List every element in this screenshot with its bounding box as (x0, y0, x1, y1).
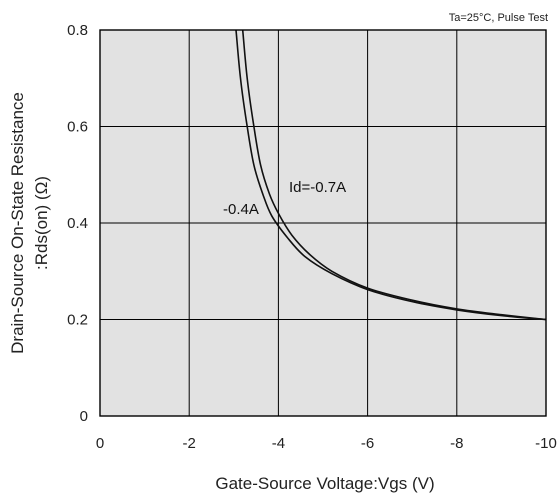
y-tick-label: 0.4 (67, 215, 88, 232)
x-tick-label: -2 (183, 435, 196, 452)
y-tick-label: 0 (80, 408, 88, 425)
y-axis-label-line1: Drain-Source On-State Resistance (8, 92, 27, 354)
test-condition-note: Ta=25°C, Pulse Test (449, 12, 548, 24)
x-tick-labels: 0 -2 -4 -6 -8 -10 (96, 435, 557, 452)
annotation-id-0.4a: -0.4A (223, 201, 259, 218)
series-line-id-0.7a (241, 29, 547, 321)
x-tick-label: -8 (450, 435, 463, 452)
x-tick-label: -10 (535, 435, 557, 452)
x-tick-label: -6 (361, 435, 374, 452)
y-tick-labels: 0 0.2 0.4 0.6 0.8 (67, 22, 88, 425)
series-line-id-0.4a (235, 29, 547, 321)
grid-lines (100, 30, 546, 416)
x-tick-label: -4 (272, 435, 285, 452)
y-axis-label-line2: :Rds(on) (Ω) (32, 176, 51, 270)
x-axis-label: Gate-Source Voltage:Vgs (V) (215, 474, 434, 493)
y-tick-label: 0.6 (67, 119, 88, 136)
y-tick-label: 0.8 (67, 22, 88, 39)
x-tick-label: 0 (96, 435, 104, 452)
annotation-id-0.7a: Id=-0.7A (289, 179, 346, 196)
series-group (235, 29, 547, 321)
plot-frame (99, 29, 547, 417)
y-tick-label: 0.2 (67, 312, 88, 329)
